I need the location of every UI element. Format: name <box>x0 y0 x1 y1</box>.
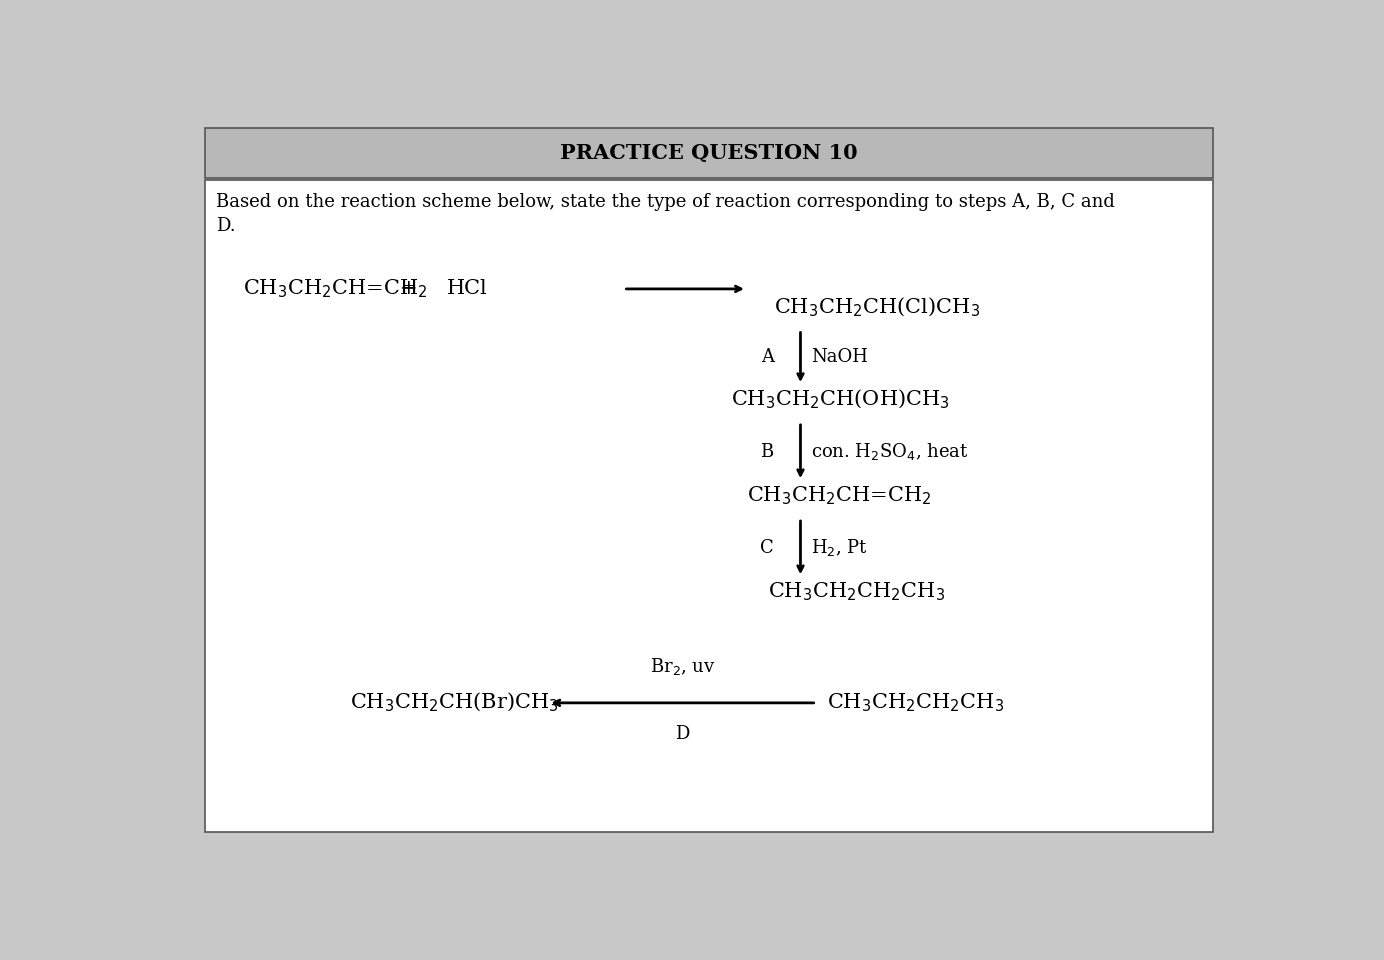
Text: con. H$_2$SO$_4$, heat: con. H$_2$SO$_4$, heat <box>811 441 969 462</box>
Text: Br$_2$, uv: Br$_2$, uv <box>649 656 716 677</box>
Text: CH$_3$CH$_2$CH(Br)CH$_3$: CH$_3$CH$_2$CH(Br)CH$_3$ <box>350 691 559 714</box>
Text: CH$_3$CH$_2$CH$_2$CH$_3$: CH$_3$CH$_2$CH$_2$CH$_3$ <box>768 581 945 603</box>
FancyBboxPatch shape <box>205 180 1214 832</box>
Text: CH$_3$CH$_2$CH(Cl)CH$_3$: CH$_3$CH$_2$CH(Cl)CH$_3$ <box>774 296 980 319</box>
FancyBboxPatch shape <box>205 128 1214 178</box>
Text: C: C <box>760 539 774 557</box>
Text: A: A <box>761 348 774 367</box>
Text: CH$_3$CH$_2$CH$_2$CH$_3$: CH$_3$CH$_2$CH$_2$CH$_3$ <box>828 691 1005 714</box>
Text: CH$_3$CH$_2$CH=CH$_2$: CH$_3$CH$_2$CH=CH$_2$ <box>747 485 931 507</box>
Text: CH$_3$CH$_2$CH=CH$_2$: CH$_3$CH$_2$CH=CH$_2$ <box>242 277 428 300</box>
Text: D: D <box>675 725 689 743</box>
Text: H$_2$, Pt: H$_2$, Pt <box>811 538 868 558</box>
Text: HCl: HCl <box>447 279 487 299</box>
Text: NaOH: NaOH <box>811 348 868 367</box>
Text: B: B <box>760 443 774 461</box>
Text: Based on the reaction scheme below, state the type of reaction corresponding to : Based on the reaction scheme below, stat… <box>216 193 1114 211</box>
Text: +: + <box>400 279 418 299</box>
Text: PRACTICE QUESTION 10: PRACTICE QUESTION 10 <box>561 143 858 163</box>
Text: CH$_3$CH$_2$CH(OH)CH$_3$: CH$_3$CH$_2$CH(OH)CH$_3$ <box>731 388 949 412</box>
Text: D.: D. <box>216 217 235 235</box>
